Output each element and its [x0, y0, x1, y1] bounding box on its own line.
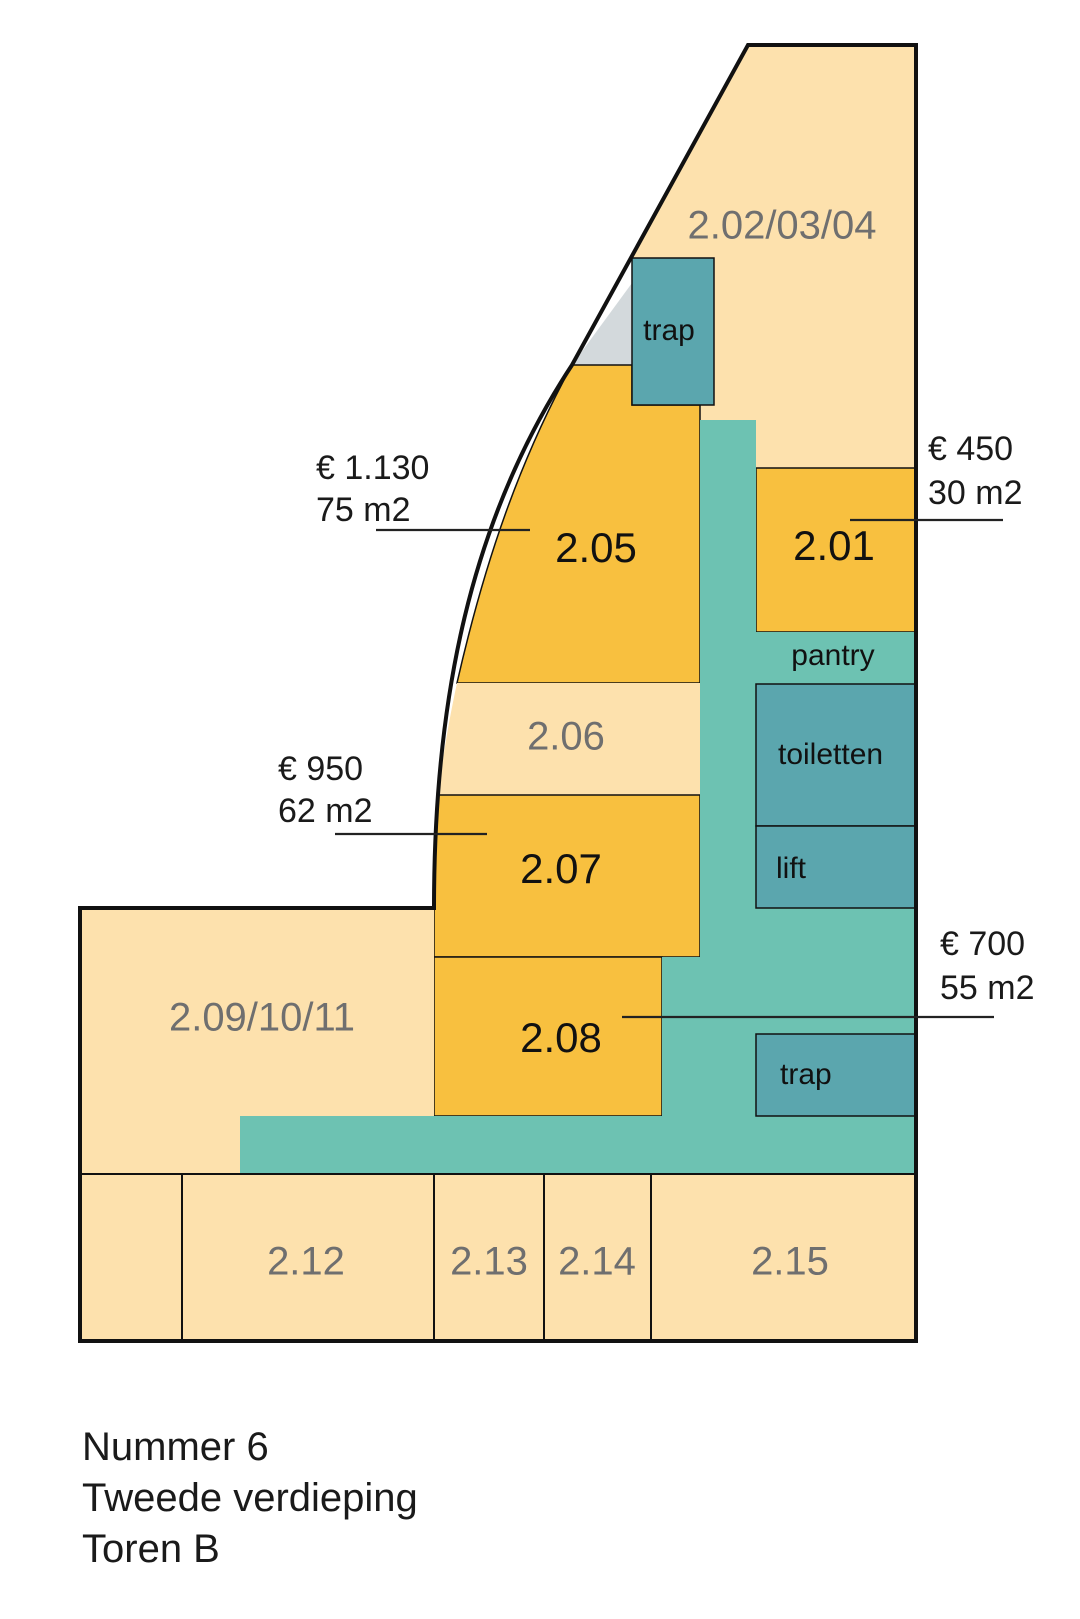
- room-label-2-01: 2.01: [793, 522, 875, 569]
- room-label-2-05: 2.05: [555, 524, 637, 571]
- caption-number: Nummer 6: [82, 1425, 269, 1469]
- price-2-07: € 950: [278, 750, 363, 788]
- room-label-2-09-10-11: 2.09/10/11: [169, 996, 355, 1040]
- room-label-2-08: 2.08: [520, 1014, 602, 1061]
- room-2-12-left-area[interactable]: [79, 1173, 183, 1342]
- room-2-15-area[interactable]: [650, 1173, 917, 1342]
- room-2-13-area[interactable]: [433, 1173, 545, 1342]
- toilets-block: [755, 683, 917, 827]
- leader-lines: [335, 518, 1003, 1019]
- room-label-2-13: 2.13: [450, 1240, 528, 1284]
- area-2-08: 55 m2: [940, 969, 1035, 1007]
- room-2-09-10-11-area[interactable]: [80, 908, 434, 1174]
- room-label-2-14: 2.14: [558, 1240, 636, 1284]
- area-2-01: 30 m2: [928, 474, 1023, 512]
- stairs-bottom-label: trap: [780, 1058, 832, 1091]
- stairs-top-block: [631, 257, 715, 406]
- room-label-2-12: 2.12: [267, 1240, 345, 1284]
- pantry-label: pantry: [791, 639, 874, 672]
- price-2-01: € 450: [928, 430, 1013, 468]
- room-label-2-07: 2.07: [520, 845, 602, 892]
- lift-label: lift: [776, 852, 807, 885]
- room-label-2-06: 2.06: [527, 715, 605, 759]
- room-label-2-15: 2.15: [751, 1240, 829, 1284]
- toilets-label: toiletten: [778, 738, 883, 771]
- area-2-05: 75 m2: [316, 491, 411, 529]
- area-2-07: 62 m2: [278, 792, 373, 830]
- room-label-2-02-03-04: 2.02/03/04: [687, 204, 876, 248]
- stairs-top-label: trap: [643, 314, 695, 347]
- stairs-bottom-block: [755, 1033, 917, 1117]
- room-separators: [80, 1173, 916, 1341]
- caption-tower: Toren B: [82, 1527, 220, 1571]
- room-2-06-area[interactable]: [438, 683, 700, 795]
- floor-caption: Nummer 6 Tweede verdieping Toren B: [82, 1422, 418, 1575]
- price-2-05: € 1.130: [316, 449, 429, 487]
- building-outline: [78, 43, 918, 1343]
- corridor-area: [240, 420, 916, 1174]
- room-2-12-area[interactable]: [181, 1173, 435, 1342]
- price-2-08: € 700: [940, 925, 1025, 963]
- caption-floor: Tweede verdieping: [82, 1476, 418, 1520]
- void-area: [572, 283, 632, 365]
